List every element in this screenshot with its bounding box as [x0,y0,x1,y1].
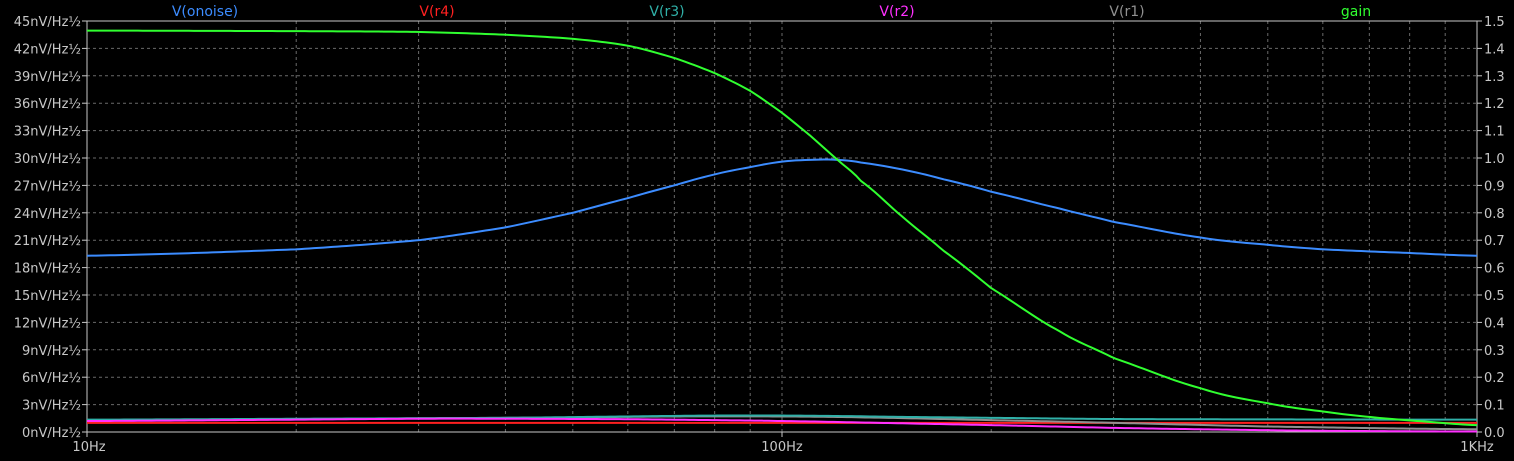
right-tick-label: 1.1 [1484,125,1505,140]
grid-lines [87,21,1477,432]
right-tick-label: 0.4 [1484,316,1505,331]
right-tick-label: 0.8 [1484,207,1505,222]
series-line-v-r2 [86,417,1478,433]
left-tick-label: 36nV/Hz½ [14,97,81,112]
left-tick-label: 21nV/Hz½ [14,234,81,249]
left-tick-label: 27nV/Hz½ [14,179,81,194]
series-line-v-onoise [86,158,1478,257]
x-axis-ticks: 10Hz 100Hz 1KHz [72,432,1494,455]
left-tick-label: 33nV/Hz½ [14,125,81,140]
left-tick-label: 3nV/Hz½ [22,399,81,414]
left-tick-label: 30nV/Hz½ [14,152,81,167]
right-tick-label: 0.3 [1484,344,1505,359]
right-tick-label: 1.2 [1484,97,1505,112]
left-tick-label: 0nV/Hz½ [22,426,81,441]
legend-entry: V(r1) [1109,4,1144,20]
right-tick-label: 1.3 [1484,70,1505,85]
left-tick-label: 24nV/Hz½ [14,207,81,222]
right-tick-label: 1.5 [1484,15,1505,30]
legend-entry: V(onoise) [172,4,238,20]
x-tick-label: 100Hz [761,440,803,455]
legend: V(onoise) V(r4) V(r3) V(r2) V(r1) gain [172,4,1371,20]
right-tick-label: 0.6 [1484,262,1505,277]
right-axis-ticks: 0.0 0.1 0.2 0.3 0.4 0.5 0.6 0.7 0.8 0.9 1.0 1.1 1.2 1… [1477,15,1505,441]
legend-entry: V(r3) [649,4,684,20]
series-lines [86,29,1478,433]
left-tick-label: 42nV/Hz½ [14,42,81,57]
series-line-gain [86,29,1478,427]
legend-entry: gain [1341,4,1371,20]
left-tick-label: 45nV/Hz½ [14,15,81,30]
left-tick-label: 15nV/Hz½ [14,289,81,304]
right-tick-label: 0.5 [1484,289,1505,304]
right-tick-label: 1.4 [1484,42,1505,57]
left-tick-label: 6nV/Hz½ [22,371,81,386]
right-tick-label: 0.7 [1484,234,1505,249]
left-axis-ticks: 0nV/Hz½ 3nV/Hz½ 6nV/Hz½ 9nV/Hz½ 12nV/Hz½ 15nV… [14,15,87,441]
left-tick-label: 18nV/Hz½ [14,262,81,277]
left-tick-label: 12nV/Hz½ [14,316,81,331]
right-tick-label: 0.0 [1484,426,1505,441]
legend-entry: V(r2) [879,4,914,20]
legend-entry: V(r4) [419,4,454,20]
right-tick-label: 0.2 [1484,371,1505,386]
right-tick-label: 0.9 [1484,179,1505,194]
left-tick-label: 9nV/Hz½ [22,344,81,359]
x-tick-label: 1KHz [1460,440,1494,455]
left-tick-label: 39nV/Hz½ [14,70,81,85]
right-tick-label: 1.0 [1484,152,1505,167]
right-tick-label: 0.1 [1484,399,1505,414]
x-tick-label: 10Hz [72,440,105,455]
